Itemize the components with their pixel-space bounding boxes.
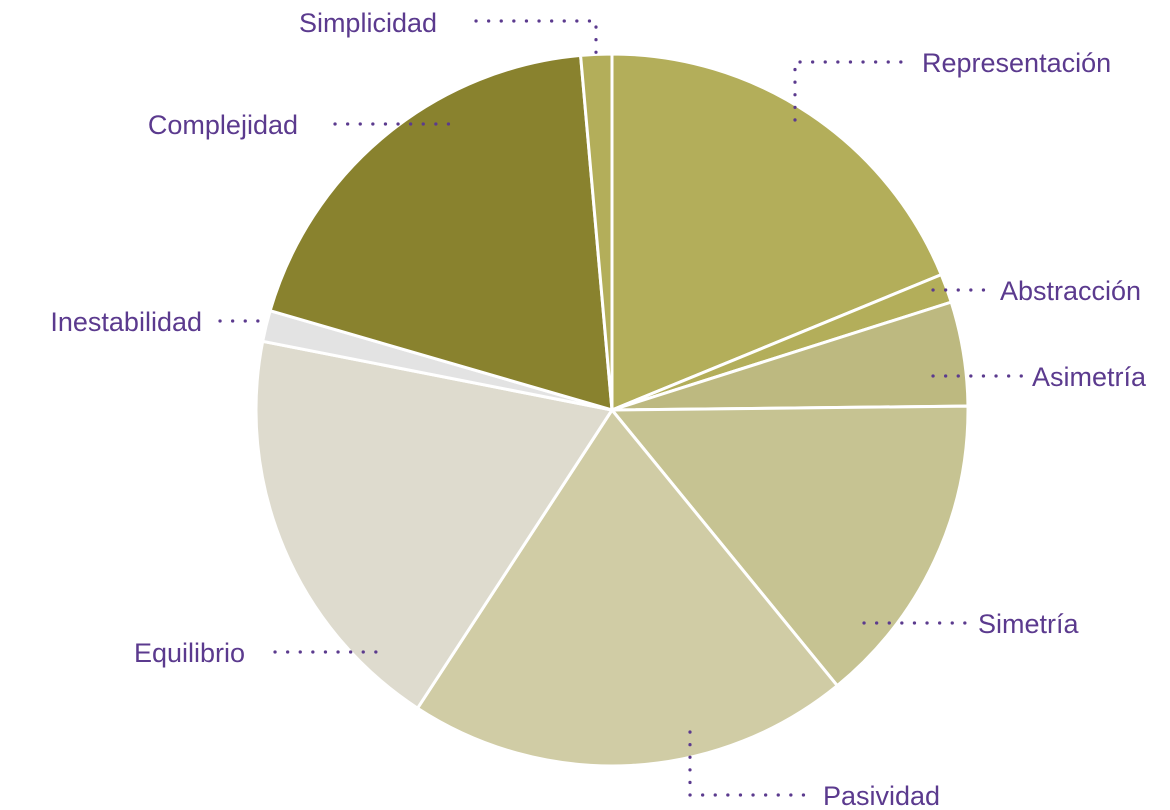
slice-label-representacion: Representación	[922, 48, 1111, 78]
slice-labels: Representación Abstracción Asimetría Sim…	[50, 8, 1147, 810]
slice-label-simetria: Simetría	[978, 609, 1080, 639]
slice-label-asimetria: Asimetría	[1032, 362, 1147, 392]
pie-slice-equilibrio	[254, 339, 615, 711]
pie-slice-complejidad	[268, 53, 614, 413]
slice-label-abstraccion: Abstracción	[1000, 276, 1141, 306]
leader-line-representacion	[793, 60, 912, 122]
slice-label-pasividad: Pasividad	[823, 781, 940, 810]
leader-lines	[218, 19, 1024, 797]
slice-label-simplicidad: Simplicidad	[299, 8, 437, 38]
pie-slice-simetria	[608, 404, 970, 688]
pie-slices	[254, 52, 970, 768]
pie-slice-simplicidad	[578, 52, 614, 411]
pie-slice-representacion	[610, 52, 944, 413]
slice-label-complejidad: Complejidad	[148, 110, 298, 140]
leader-line-simplicidad	[474, 19, 598, 60]
pie-slice-pasividad	[415, 407, 840, 768]
slice-label-equilibrio: Equilibrio	[134, 638, 245, 668]
slice-label-inestabilidad: Inestabilidad	[50, 307, 202, 337]
leader-line-pasividad	[688, 730, 817, 797]
